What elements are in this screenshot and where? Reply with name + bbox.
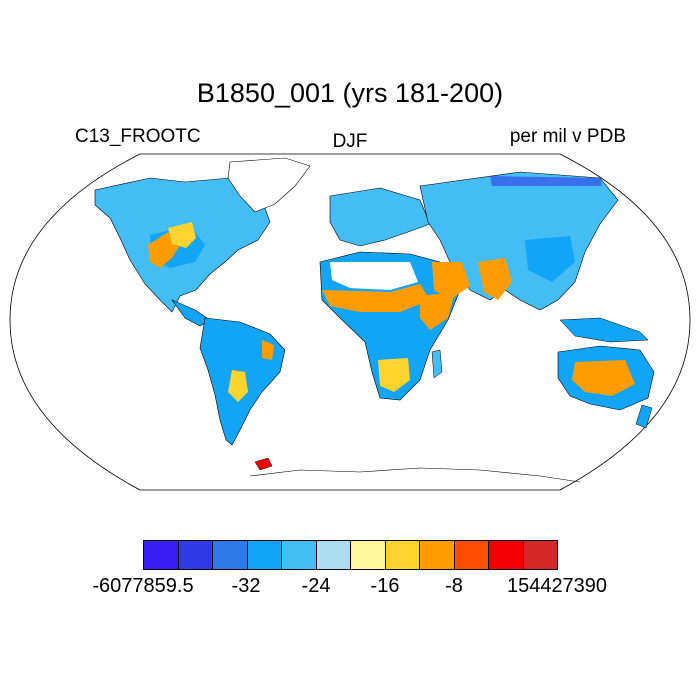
colorbar-box-8 (420, 541, 455, 569)
russia-arctic-edge (490, 176, 602, 186)
colorbar-tick: -16 (370, 575, 400, 597)
sahara-missing (330, 262, 418, 290)
australia-arid (572, 360, 635, 396)
colorbar (143, 540, 558, 570)
colorbar-tick: -6077859.5 (92, 575, 194, 597)
asia (419, 171, 619, 311)
india-arid (478, 258, 512, 300)
indonesia (559, 317, 649, 343)
colorbar-box-4 (282, 541, 317, 569)
colorbar-tick: -8 (445, 575, 463, 597)
colorbar-box-5 (316, 541, 351, 569)
colorbar-box-7 (385, 541, 420, 569)
colorbar-tick: -24 (301, 575, 331, 597)
sahel-arid (322, 284, 430, 312)
arabia-arid (432, 262, 470, 300)
colorbar-box-1 (178, 541, 213, 569)
units-label: per mil v PDB (509, 126, 626, 147)
colorbar-box-9 (454, 541, 489, 569)
south-america-orange (262, 340, 274, 360)
north-america-semiarid (168, 222, 196, 248)
madagascar (431, 349, 443, 379)
colorbar-tick: 154427390 (506, 575, 608, 597)
colorbar-box-11 (523, 541, 557, 569)
colorbar-box-3 (247, 541, 282, 569)
antarctic-peninsula (254, 457, 273, 471)
greenland (227, 157, 311, 213)
new-zealand (635, 404, 653, 429)
southern-africa-arid (378, 358, 410, 392)
africa (319, 251, 461, 401)
europe (329, 187, 431, 247)
colorbar-box-6 (351, 541, 386, 569)
south-america-arid (228, 370, 248, 402)
variable-label: C13_FROOTC (75, 126, 201, 147)
colorbar-tick: -32 (231, 575, 261, 597)
plot-title: B1850_001 (yrs 181-200) (196, 78, 504, 108)
colorbar-box-2 (213, 541, 248, 569)
colorbar-box-10 (489, 541, 524, 569)
antarctica (249, 467, 581, 483)
horn-africa-arid (420, 292, 455, 330)
china-region (525, 236, 575, 282)
colorbar-box-0 (144, 541, 179, 569)
season-label: DJF (332, 131, 368, 152)
